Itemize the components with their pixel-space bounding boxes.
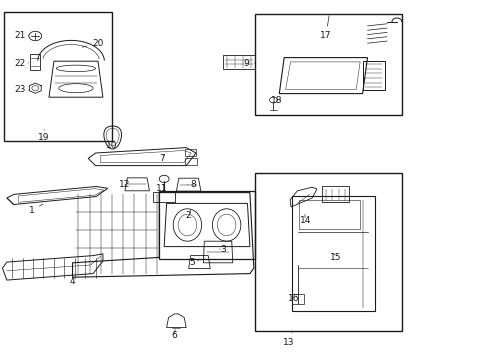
Text: 3: 3 [220,245,226,253]
Text: 12: 12 [119,180,131,189]
Text: 2: 2 [186,210,192,220]
Text: 19: 19 [38,130,50,142]
Text: 8: 8 [188,180,196,189]
Text: 6: 6 [171,330,177,340]
Text: 17: 17 [320,16,332,40]
Text: 15: 15 [330,253,342,262]
Text: 9: 9 [243,58,255,68]
Text: 16: 16 [288,294,300,303]
Text: 20: 20 [82,39,104,48]
Bar [255,173,402,331]
Text: 23: 23 [14,85,28,94]
Bar [255,14,402,115]
Text: 4: 4 [70,277,75,286]
Text: 14: 14 [299,215,311,225]
Text: 21: 21 [14,31,28,40]
Bar [30,54,40,70]
Text: 1: 1 [28,204,43,215]
Text: 5: 5 [189,258,198,266]
Text: 11: 11 [156,184,168,193]
Bar [4,12,112,141]
Text: 13: 13 [283,333,295,347]
Text: 22: 22 [14,58,28,68]
Text: 18: 18 [271,96,283,105]
Text: 10: 10 [106,140,118,150]
Bar [159,191,255,259]
Text: 7: 7 [159,153,165,163]
